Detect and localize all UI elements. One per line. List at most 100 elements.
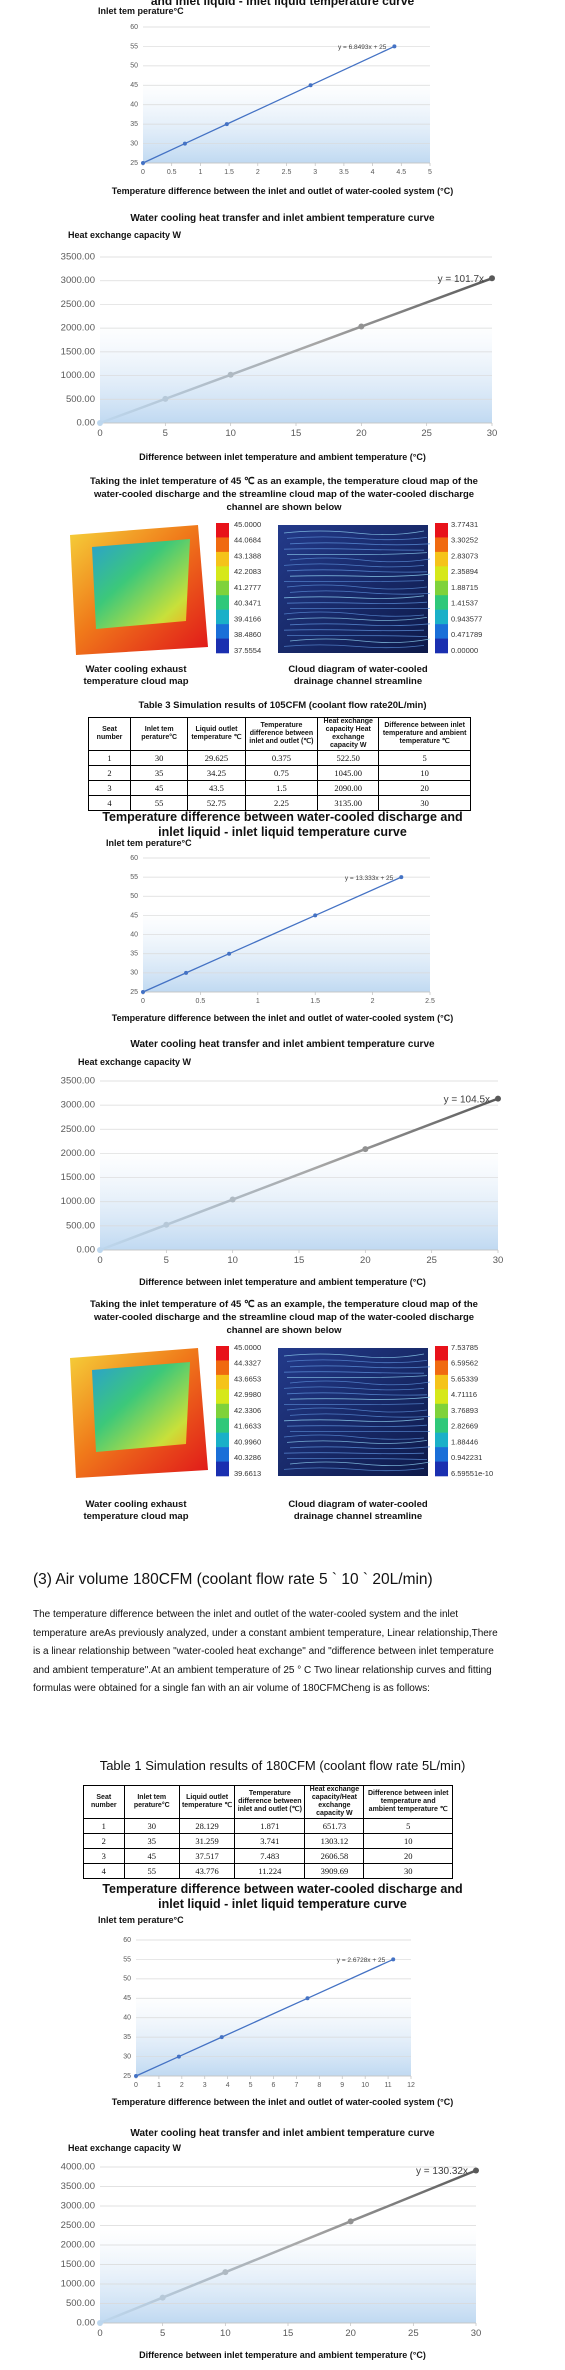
table-header-cell: Inlet tem perature°C (130, 717, 189, 751)
colorbar-segment (216, 1389, 229, 1405)
x-axis-label: Difference between inlet temperature and… (139, 1277, 426, 1287)
colorbar-segment (216, 1403, 229, 1419)
data-point (163, 1221, 170, 1228)
y-tick-label: 60 (123, 1937, 131, 1944)
equation: y = 13.333x + 25 (345, 875, 394, 882)
paragraph: The temperature difference between the i… (33, 1609, 498, 1694)
table-cell: 3 (87, 780, 132, 796)
y-tick-label: 1500.00 (61, 346, 95, 357)
x-tick-label: 3 (313, 169, 317, 176)
x-tick-label: 7 (294, 2082, 298, 2089)
y-tick-label: 25 (123, 2073, 131, 2080)
colorbar-label: 0.471789 (451, 630, 482, 639)
y-tick-label: 500.00 (66, 2298, 95, 2309)
colorbar-label: 44.0684 (234, 536, 261, 545)
x-tick-label: 3.5 (339, 169, 349, 176)
colorbar-label: 39.4166 (234, 614, 261, 623)
y-tick-label: 2500.00 (61, 1124, 95, 1135)
streamline (289, 573, 431, 577)
streamline (286, 1440, 428, 1444)
table-cell: 3135.00 (317, 795, 380, 811)
colorbar-label: 45.0000 (234, 1343, 261, 1352)
x-tick-label: 25 (408, 2328, 419, 2339)
x-tick-label: 10 (227, 1255, 238, 1266)
data-point (495, 1095, 501, 1102)
table-cell: 10 (363, 1833, 453, 1849)
colorbar-segment (216, 1432, 229, 1448)
table-row: 3 45 37.517 7.483 2606.58 20 (83, 1848, 453, 1864)
y-tick-label: 45 (123, 1995, 131, 2002)
data-point (224, 122, 229, 127)
table-cell: 0.375 (244, 750, 319, 766)
figure-intro: Taking the inlet temperature of 45 ℃ as … (90, 1299, 478, 1336)
table-cell: 31.259 (178, 1833, 236, 1849)
streamline (289, 557, 431, 563)
colorbar-label: 44.3327 (234, 1359, 261, 1368)
y-tick-label: 30 (123, 2053, 131, 2060)
colorbar-segment (435, 523, 448, 538)
colorbar-segment (435, 537, 448, 553)
data-point (227, 951, 232, 956)
y-tick-label: 60 (130, 855, 138, 862)
table-cell: 3.741 (234, 1833, 306, 1849)
y-tick-label: 0.00 (77, 1245, 96, 1256)
colorbar-segment (435, 1432, 448, 1448)
chart-title: Temperature difference between water-coo… (102, 1882, 463, 1911)
x-tick-label: 1 (198, 169, 202, 176)
y-axis-label: Inlet tem perature°C (98, 6, 184, 16)
data-point (176, 2054, 181, 2059)
streamline (286, 1392, 428, 1396)
data-point (97, 1247, 103, 1253)
x-tick-label: 5 (164, 1255, 169, 1266)
colorbar-label: 40.3471 (234, 599, 261, 608)
x-tick-label: 4 (371, 169, 375, 176)
streamline (283, 629, 425, 632)
data-point (358, 323, 365, 330)
streamline (283, 611, 425, 617)
colorbar-label: 4.71116 (451, 1390, 477, 1399)
y-tick-label: 60 (130, 24, 138, 31)
colorbar-label: 41.2777 (234, 583, 261, 592)
colorbar-label: 37.5554 (234, 646, 261, 655)
colorbar-label: 41.6633 (234, 1422, 261, 1431)
y-tick-label: 45 (130, 82, 138, 89)
data-point (229, 1196, 236, 1203)
plot-background (136, 1994, 411, 2076)
table: Seat number Inlet tem perature°C Liquid ou… (83, 1785, 453, 1879)
x-tick-label: 1 (256, 998, 260, 1005)
table-cell: 55 (123, 1863, 180, 1879)
table-cell: 45 (130, 780, 189, 796)
y-tick-label: 1000.00 (61, 1196, 95, 1207)
y-tick-label: 50 (130, 63, 138, 70)
x-tick-label: 25 (421, 428, 432, 439)
y-tick-label: 3000.00 (61, 1100, 95, 1111)
streamline (283, 1452, 425, 1455)
y-tick-label: 2500.00 (61, 2220, 95, 2231)
streamline (283, 1467, 425, 1472)
colorbar-segment (216, 566, 229, 582)
x-tick-label: 0.5 (196, 998, 206, 1005)
y-tick-label: 0.00 (77, 2318, 96, 2329)
x-tick-label: 30 (493, 1255, 504, 1266)
x-tick-label: 9 (340, 2082, 344, 2089)
colorbar-label: 2.82669 (451, 1422, 478, 1431)
colorbar-label: 0.00000 (451, 646, 478, 655)
table-cell: 7.483 (234, 1848, 306, 1864)
data-point (313, 913, 318, 918)
plot-background (143, 81, 430, 163)
streamline (289, 1396, 431, 1400)
table-cell: 28.129 (178, 1818, 236, 1834)
plot-background (100, 1148, 498, 1250)
colorbar-segment (435, 1447, 448, 1462)
table-cell: 1045.00 (317, 765, 380, 781)
streamline (287, 1375, 428, 1379)
streamline (284, 580, 425, 583)
figure-caption: Water cooling exhaust temperature cloud … (83, 1499, 189, 1522)
colorbar-label: 43.1388 (234, 551, 261, 560)
x-tick-label: 5 (249, 2082, 253, 2089)
x-tick-label: 1.5 (224, 169, 234, 176)
table-cell: 5 (363, 1818, 453, 1834)
colorbar-label: 3.76893 (451, 1406, 478, 1415)
colorbar-label: 1.41537 (451, 599, 478, 608)
data-point (141, 990, 145, 994)
